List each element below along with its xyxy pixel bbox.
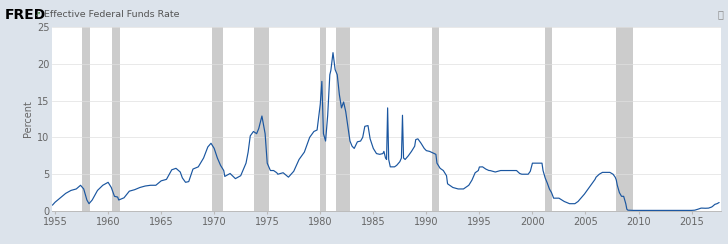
Bar (82, 27, 90, 211)
Bar (432, 27, 439, 211)
Bar (213, 27, 223, 211)
Bar (336, 27, 350, 211)
Y-axis label: Percent: Percent (23, 101, 33, 137)
Text: Effective Federal Funds Rate: Effective Federal Funds Rate (44, 10, 179, 19)
Bar (617, 27, 633, 211)
Bar (320, 27, 325, 211)
Bar (111, 27, 119, 211)
Text: ⤢: ⤢ (717, 10, 723, 20)
Text: FRED: FRED (5, 8, 47, 21)
Bar (545, 27, 552, 211)
Text: ↗: ↗ (35, 10, 41, 16)
Bar (254, 27, 269, 211)
